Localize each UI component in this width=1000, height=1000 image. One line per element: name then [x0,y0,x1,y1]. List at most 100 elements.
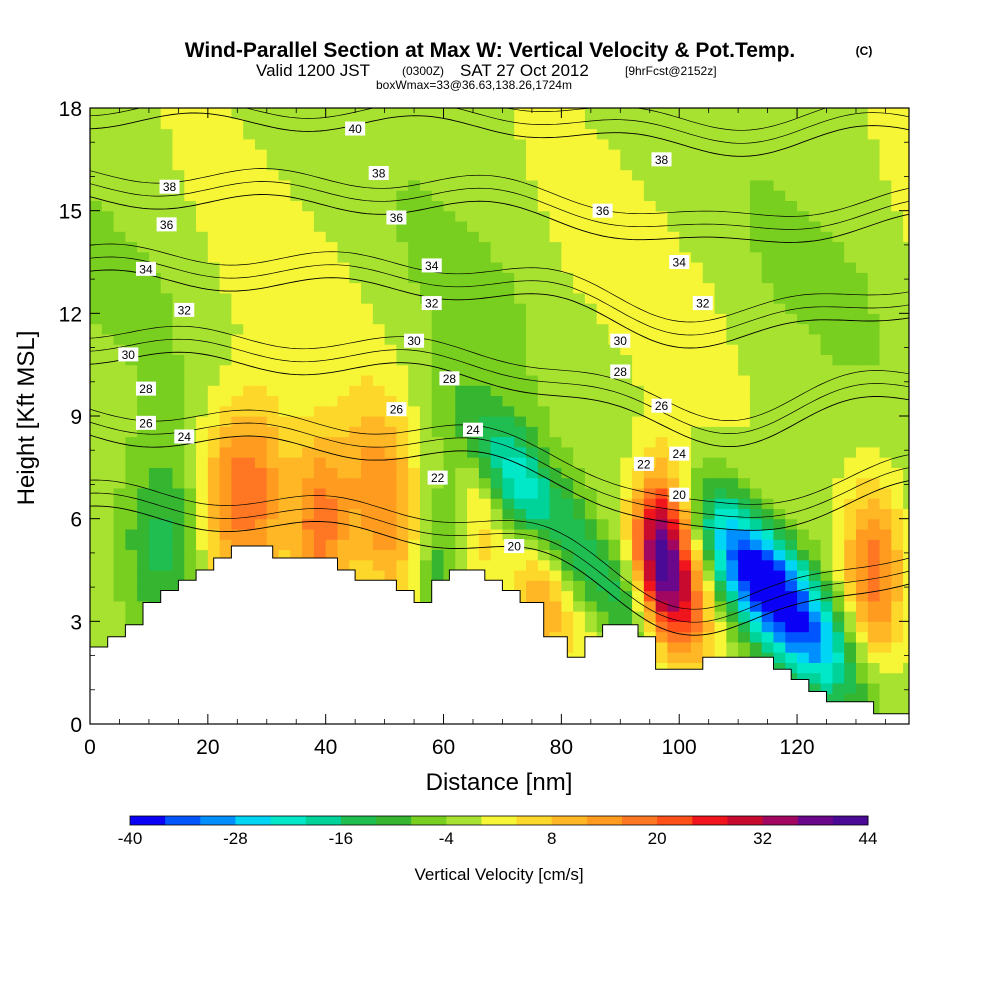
velocity-cell [243,323,256,335]
velocity-cell [219,467,233,479]
velocity-cell [714,231,727,243]
velocity-cell [349,518,362,530]
velocity-cell [125,559,138,571]
velocity-cell [820,210,834,222]
velocity-cell [455,220,468,232]
velocity-cell [785,590,798,602]
velocity-cell [738,621,751,633]
velocity-cell [690,559,704,571]
velocity-cell [761,282,775,294]
velocity-cell [749,631,763,643]
velocity-cell [749,169,763,181]
velocity-cell [584,374,598,386]
velocity-cell [820,600,834,612]
velocity-cell [337,549,350,561]
velocity-cell [514,282,527,294]
x-tick-label: 80 [550,736,573,759]
velocity-cell [502,292,515,304]
velocity-cell [526,590,539,602]
velocity-cell [372,282,386,294]
contour-label-box [439,371,460,386]
velocity-cell [655,498,669,509]
velocity-cell [537,159,551,171]
velocity-cell [667,590,680,602]
velocity-cell [290,457,303,468]
velocity-cell [596,436,610,448]
velocity-cell [455,108,468,119]
velocity-cell [313,108,327,119]
velocity-cell [832,251,845,263]
velocity-cell [90,446,103,458]
velocity-cell [561,179,574,191]
velocity-cell [643,590,657,602]
velocity-cell [549,313,562,325]
velocity-cell [160,200,174,212]
velocity-cell [832,446,845,458]
velocity-cell [90,108,103,119]
velocity-cell [490,570,504,581]
velocity-cell [478,159,492,171]
velocity-cell [113,333,126,345]
velocity-cell [431,344,445,355]
velocity-cell [844,220,857,232]
velocity-cell [101,385,115,397]
velocity-cell [797,641,810,653]
velocity-cell [526,210,539,222]
vertical-velocity-field [90,108,909,724]
velocity-cell [419,446,433,458]
velocity-cell [549,559,562,571]
velocity-cell [137,313,150,325]
velocity-cell [620,518,633,530]
velocity-cell [478,436,492,448]
velocity-cell [113,549,126,561]
velocity-cell [384,467,397,479]
velocity-cell [608,292,621,304]
velocity-cell [443,303,456,314]
velocity-cell [903,508,909,520]
velocity-cell [137,118,150,130]
velocity-cell [396,231,409,243]
velocity-cell [478,416,492,427]
velocity-cell [738,292,751,304]
velocity-cell [702,251,716,263]
velocity-cell [467,118,480,130]
velocity-cell [313,241,327,253]
velocity-cell [573,159,586,171]
velocity-cell [891,487,904,499]
velocity-cell [278,528,291,540]
velocity-cell [620,385,633,397]
velocity-cell [361,282,374,294]
velocity-cell [90,436,103,448]
velocity-cell [207,190,221,201]
velocity-cell [573,611,586,622]
velocity-cell [514,190,527,201]
velocity-cell [820,652,834,663]
velocity-cell [396,200,409,212]
velocity-cell [196,303,209,314]
velocity-cell [655,580,669,592]
velocity-cell [419,169,433,181]
velocity-cell [561,313,574,325]
velocity-cell [467,344,480,355]
velocity-cell [620,395,633,407]
velocity-cell [219,487,233,499]
velocity-cell [773,467,786,479]
velocity-cell [384,539,397,551]
velocity-cell [549,436,562,448]
velocity-cell [879,231,892,243]
velocity-cell [903,662,909,674]
velocity-cell [125,323,138,335]
velocity-cell [702,549,716,561]
velocity-cell [573,641,586,653]
velocity-cell [879,539,892,551]
velocity-cell [207,498,221,509]
colorbar-swatch [411,816,447,825]
velocity-cell [172,272,185,284]
velocity-cell [207,395,221,407]
velocity-cell [207,241,221,253]
velocity-cell [148,333,162,345]
velocity-cell [867,344,881,355]
velocity-cell [749,487,763,499]
velocity-cell [632,108,645,119]
velocity-cell [160,559,174,571]
